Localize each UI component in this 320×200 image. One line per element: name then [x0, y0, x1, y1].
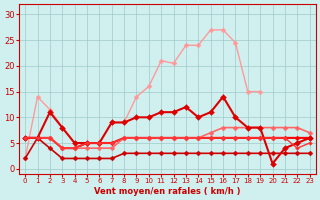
X-axis label: Vent moyen/en rafales ( km/h ): Vent moyen/en rafales ( km/h )	[94, 187, 241, 196]
